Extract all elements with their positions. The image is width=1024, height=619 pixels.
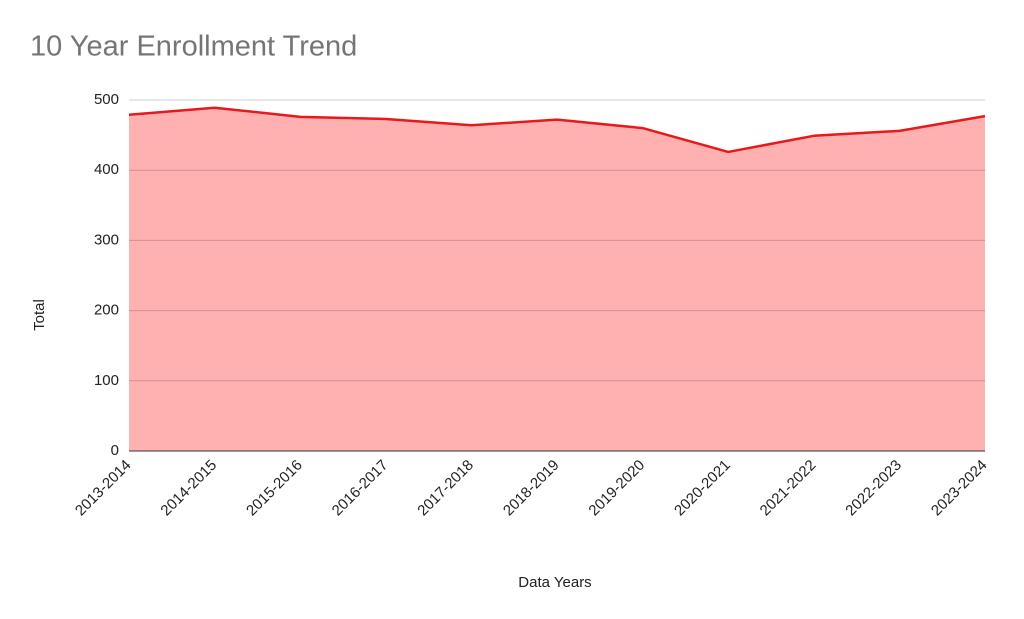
x-tick-label: 2023-2024 bbox=[928, 457, 991, 520]
x-tick-label: 2018-2019 bbox=[500, 457, 563, 520]
area-fill bbox=[129, 107, 985, 452]
x-tick-label: 2013-2014 bbox=[72, 457, 135, 520]
y-tick-label: 500 bbox=[94, 91, 119, 108]
x-tick-label: 2020-2021 bbox=[671, 457, 734, 520]
x-tick-label: 2017-2018 bbox=[414, 457, 477, 520]
y-tick-label: 0 bbox=[111, 442, 119, 459]
area-line bbox=[128, 106, 986, 154]
chart-title: 10 Year Enrollment Trend bbox=[30, 31, 357, 63]
y-tick-label: 300 bbox=[94, 231, 119, 248]
x-tick-label: 2014-2015 bbox=[157, 457, 220, 520]
y-tick-label: 200 bbox=[94, 302, 119, 319]
x-tick-label: 2016-2017 bbox=[329, 457, 392, 520]
x-tick-label: 2015-2016 bbox=[243, 457, 306, 520]
x-tick-label: 2019-2020 bbox=[585, 457, 648, 520]
x-axis-title: Data Years bbox=[518, 574, 591, 591]
y-tick-label: 100 bbox=[94, 372, 119, 389]
y-tick-label: 400 bbox=[94, 161, 119, 178]
x-tick-label: 2021-2022 bbox=[757, 457, 820, 520]
y-axis-title: Total bbox=[31, 299, 48, 331]
x-tick-label: 2022-2023 bbox=[842, 457, 905, 520]
